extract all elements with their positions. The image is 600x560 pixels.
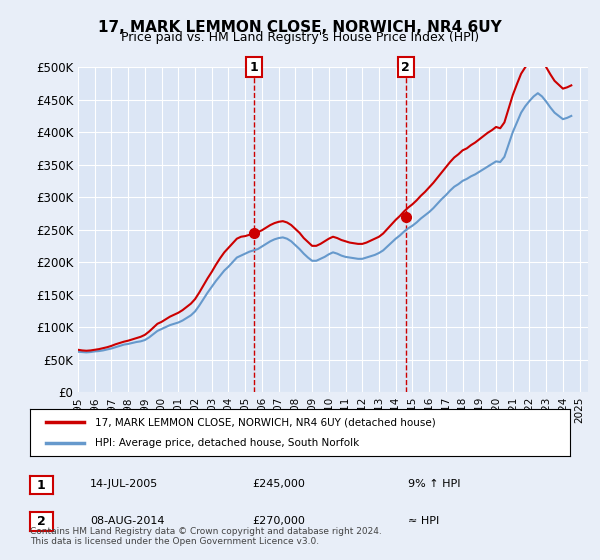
Text: 17, MARK LEMMON CLOSE, NORWICH, NR4 6UY (detached house): 17, MARK LEMMON CLOSE, NORWICH, NR4 6UY … xyxy=(95,417,436,427)
Text: ≈ HPI: ≈ HPI xyxy=(408,516,439,526)
Text: 1: 1 xyxy=(250,60,259,74)
Text: HPI: Average price, detached house, South Norfolk: HPI: Average price, detached house, Sout… xyxy=(95,438,359,448)
Text: 17, MARK LEMMON CLOSE, NORWICH, NR4 6UY: 17, MARK LEMMON CLOSE, NORWICH, NR4 6UY xyxy=(98,20,502,35)
Text: £245,000: £245,000 xyxy=(252,479,305,489)
Text: Price paid vs. HM Land Registry's House Price Index (HPI): Price paid vs. HM Land Registry's House … xyxy=(121,31,479,44)
Text: 2: 2 xyxy=(37,515,46,528)
Text: £270,000: £270,000 xyxy=(252,516,305,526)
Text: Contains HM Land Registry data © Crown copyright and database right 2024.
This d: Contains HM Land Registry data © Crown c… xyxy=(30,526,382,546)
Text: 08-AUG-2014: 08-AUG-2014 xyxy=(90,516,164,526)
Text: 1: 1 xyxy=(37,479,46,492)
Text: 9% ↑ HPI: 9% ↑ HPI xyxy=(408,479,461,489)
Text: 2: 2 xyxy=(401,60,410,74)
Text: 14-JUL-2005: 14-JUL-2005 xyxy=(90,479,158,489)
